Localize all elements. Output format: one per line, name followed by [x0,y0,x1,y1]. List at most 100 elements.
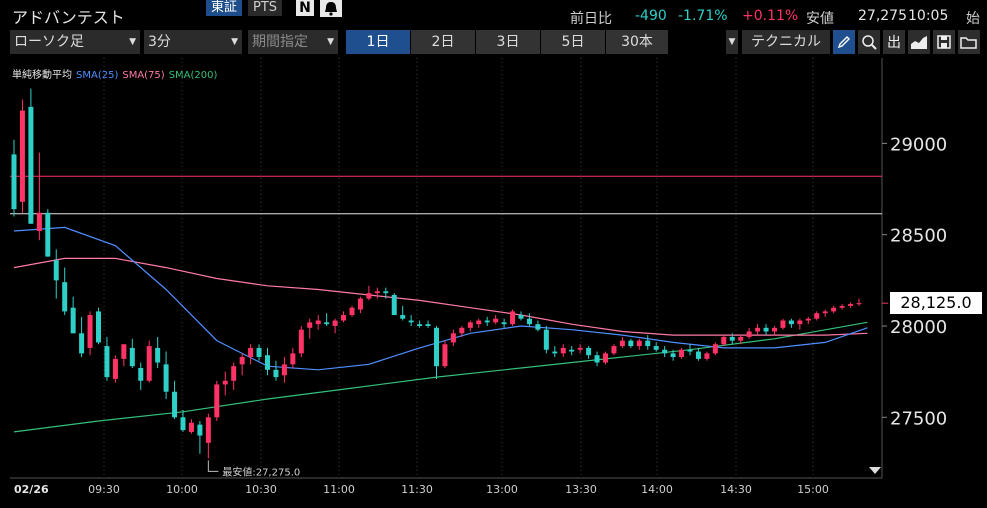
candle-body [53,260,59,281]
exchange-tse-button[interactable]: 東証 [206,0,243,16]
y-tick-label: 27500 [890,408,947,429]
toolbar-dropdown-caret[interactable]: ▼ [726,30,738,54]
candle-body [324,322,330,325]
candle-body [450,333,456,343]
candle-body [434,327,439,367]
zoom-icon[interactable] [858,30,880,54]
x-tick-label: 14:00 [641,483,673,496]
candle-body [146,346,152,381]
chart-type-value: ローソク足 [14,34,84,50]
candle-body [526,318,532,325]
candle-body [805,318,811,321]
range-1d-button[interactable]: 1日 [346,30,410,54]
low-value: 27,275 [858,8,907,24]
candle-body [628,340,634,347]
range-2d-button[interactable]: 2日 [411,30,475,54]
interval-value: 3分 [148,34,171,50]
candle-body [738,336,744,341]
interval-select[interactable]: 3分 ▼ [144,30,242,54]
candle-body [104,346,110,378]
candle-body [586,347,592,356]
candle-body [70,307,76,334]
candle-body [535,324,541,330]
candle-body [763,327,769,332]
candle-body [839,305,845,308]
candle-body [391,294,397,316]
area-chart-icon[interactable] [908,30,930,54]
candle-body [315,320,321,325]
candle-body [273,369,279,378]
candle-body [510,311,516,325]
y-tick-label: 28500 [890,226,947,247]
x-tick-label: 10:00 [166,483,198,496]
candle-body [442,344,448,367]
candle-body [831,307,837,312]
candle-body [307,322,313,328]
candle-body [87,315,93,348]
candle-body [721,336,727,345]
candle-body [400,315,406,319]
candle-body [636,340,642,347]
candle-body [577,347,583,350]
scroll-down-icon [869,467,881,474]
news-badge[interactable]: N [296,0,314,16]
candle-body [484,320,490,323]
candle-body [248,347,254,358]
candle-body [19,110,25,202]
period-select[interactable]: 期間指定 ▼ [248,30,338,54]
candle-body [62,282,68,312]
range-3d-button[interactable]: 3日 [476,30,540,54]
chevron-down-icon: ▼ [129,37,136,47]
save-icon[interactable] [933,30,955,54]
date-label: 02/26 [14,483,49,496]
candle-body [188,422,194,432]
chevron-down-icon: ▼ [327,37,334,47]
candle-body [298,329,304,354]
candle-body [687,349,693,352]
chart-type-select[interactable]: ローソク足 ▼ [10,30,140,54]
low-pointer [207,460,219,472]
candle-body [265,355,270,370]
candle-body [129,347,135,367]
export-icon[interactable]: 出 [883,30,905,54]
candle-body [366,293,372,299]
x-tick-label: 10:30 [245,483,277,496]
candle-body [459,327,465,334]
folder-icon[interactable] [958,30,980,54]
candle-body [856,303,862,305]
candle-body [112,358,118,379]
legend-sma75: SMA(75) [122,70,165,81]
candle-body [653,346,659,350]
candle-body [704,353,710,359]
sma75-line [13,257,868,336]
low-annotation: 最安値:27,275.0 [222,465,300,478]
candle-body [374,291,380,294]
candle-body [712,344,718,354]
change-value: -490 [635,8,667,24]
x-tick-label: 11:00 [323,483,355,496]
header-bar: アドバンテスト 東証 PTS N 前日比 -490 -1.71% +0.11% … [0,0,987,28]
stock-title: アドバンテスト [12,8,125,27]
x-tick-label: 13:00 [486,483,518,496]
change-extra: +0.11% [742,8,799,24]
candle-body [797,320,803,325]
exchange-pts-button[interactable]: PTS [248,0,283,16]
candle-body [814,313,820,319]
candle-body [332,320,338,326]
pen-icon[interactable] [833,30,855,54]
candle-body [467,322,473,328]
technical-button[interactable]: テクニカル [742,30,830,54]
range-5d-button[interactable]: 5日 [541,30,605,54]
candle-body [518,315,524,319]
indicator-legend: 単純移動平均 SMA(25) SMA(75) SMA(200) [12,66,221,81]
x-tick-label: 13:30 [565,483,597,496]
candle-body [695,351,701,359]
quote-time: 10:05 [908,8,949,24]
candle-body [138,367,144,381]
candle-body [670,353,676,358]
alert-bell-icon[interactable] [320,0,342,17]
y-tick-label: 28000 [890,317,947,338]
range-30bars-button[interactable]: 30本 [606,30,668,54]
candle-body [45,212,51,257]
current-price-label: 28,125.0 [890,292,982,314]
